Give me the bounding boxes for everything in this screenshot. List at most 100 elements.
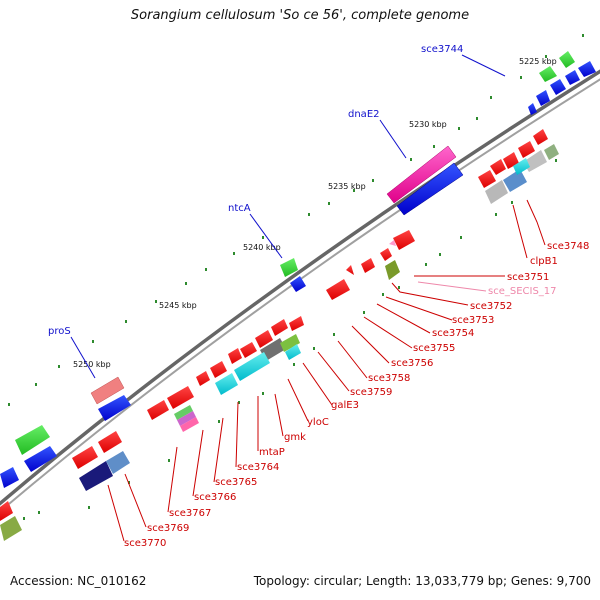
- gene-arrow: [280, 334, 300, 352]
- gene-arrow: [361, 258, 375, 273]
- gene-arrow: [72, 446, 98, 469]
- gene-label: sce3767: [169, 508, 211, 519]
- lower-gene-labels[interactable]: sce3748 clpB1 sce3751 sce_SECIS_17 sce37…: [124, 241, 589, 549]
- gene-arrow: [255, 330, 273, 348]
- gene-arrow: [518, 141, 535, 158]
- gene-arrow: [210, 361, 227, 378]
- gene-arrow: [98, 395, 131, 421]
- gene-label: ntcA: [228, 203, 251, 214]
- gene-label: sce3766: [194, 492, 236, 503]
- gene-arrow: [0, 516, 22, 541]
- kbp-tick-label: 5225 kbp: [519, 57, 557, 66]
- gene-label: mtaP: [259, 447, 285, 458]
- gene-arrow: [550, 79, 566, 95]
- gene-label: sce3756: [391, 358, 433, 369]
- gene-label: sce3748: [547, 241, 589, 252]
- gene-arrow: [24, 446, 57, 472]
- gene-arrow: [106, 451, 130, 474]
- forward-strand-genes[interactable]: [0, 51, 596, 488]
- gene-sce3751: [385, 260, 400, 280]
- gene-arrow: [180, 417, 199, 432]
- gene-arrow: [240, 342, 257, 358]
- gene-arrow: [290, 276, 306, 292]
- gene-proS: [90, 376, 125, 405]
- gene-arrow: [215, 373, 238, 395]
- gene-arrow: [0, 467, 19, 488]
- gene-arrow: [513, 158, 530, 175]
- gene-arrow: [0, 501, 13, 521]
- gene-arrow: [285, 344, 301, 360]
- gene-label: dnaE2: [348, 109, 380, 120]
- kbp-tick-label: 5240 kbp: [243, 243, 281, 252]
- gene-label: sce3759: [350, 387, 392, 398]
- gene-ntcA: [280, 258, 298, 277]
- gene-label: sce3744: [421, 44, 463, 55]
- gene-label: sce3769: [147, 523, 189, 534]
- gene-label: sce3754: [432, 328, 474, 339]
- genome-summary-text: Topology: circular; Length: 13,033,779 b…: [253, 574, 591, 588]
- gene-arrow: [533, 129, 548, 145]
- gene-arrow: [559, 51, 575, 68]
- gene-arrow: [396, 162, 464, 216]
- gene-arrow: [234, 352, 270, 381]
- gene-arrow: [380, 248, 392, 261]
- gene-label: sce3765: [215, 477, 257, 488]
- accession-text: Accession: NC_010162: [10, 574, 147, 588]
- kbp-tick-label: 5250 kbp: [73, 360, 111, 369]
- gene-arrow: [167, 386, 194, 409]
- gene-arrow: [346, 265, 354, 275]
- gene-arrow: [490, 159, 506, 175]
- gene-arrow: [196, 371, 210, 386]
- gene-arrow: [544, 144, 559, 160]
- kbp-tick-label: 5245 kbp: [159, 301, 197, 310]
- lower-label-leaders: [107, 199, 546, 542]
- gene-label: clpB1: [530, 256, 558, 267]
- gene-arrow: [578, 61, 596, 77]
- gene-arrow: [503, 152, 519, 169]
- kbp-tick-label: 5235 kbp: [328, 182, 366, 191]
- upper-gene-labels[interactable]: sce3744 dnaE2 ntcA proS: [48, 44, 463, 337]
- gene-label: sce3752: [470, 301, 512, 312]
- kbp-scale: 5225 kbp 5230 kbp 5235 kbp 5240 kbp 5245…: [73, 57, 557, 369]
- gene-arrow: [147, 400, 169, 420]
- gene-arrow: [478, 170, 496, 188]
- gene-arrow: [393, 230, 415, 250]
- gene-arrow: [260, 338, 286, 361]
- gene-arrow: [15, 425, 50, 455]
- gene-arrow: [271, 319, 288, 336]
- gene-dnaE2: [386, 145, 457, 204]
- gene-label: sce3751: [507, 272, 549, 283]
- gene-label: sce_SECIS_17: [488, 286, 557, 297]
- gene-label: galE3: [331, 400, 359, 411]
- gene-label: sce3758: [368, 373, 410, 384]
- gene-arrow: [79, 461, 113, 491]
- gene-arrow: [389, 240, 396, 246]
- gene-arrow: [528, 103, 537, 115]
- gene-label: proS: [48, 326, 71, 337]
- genome-backbone: [0, 69, 600, 513]
- gene-label: yloC: [307, 417, 329, 428]
- gene-arrow: [289, 316, 304, 331]
- gene-arrow: [174, 405, 193, 420]
- gene-label: gmk: [284, 432, 306, 443]
- reverse-strand-genes[interactable]: [0, 129, 559, 541]
- gene-label: sce3753: [452, 315, 494, 326]
- kbp-tick-label: 5230 kbp: [409, 120, 447, 129]
- map-title: Sorangium cellulosum 'So ce 56', complet…: [130, 8, 470, 23]
- gene-arrow: [503, 169, 527, 192]
- gene-arrow: [539, 66, 557, 82]
- gene-label: sce3764: [237, 462, 279, 473]
- gene-arrow: [177, 411, 196, 426]
- upper-label-leaders: [70, 54, 506, 379]
- gene-label: sce3755: [413, 343, 455, 354]
- gene-arrow: [228, 348, 242, 364]
- outer-scale-dots: [8, 34, 584, 406]
- sce-secis-leader: [417, 281, 487, 292]
- gene-sce3748: [485, 180, 508, 204]
- gene-arrow: [536, 90, 550, 106]
- gene-arrow: [98, 431, 122, 453]
- gene-label: sce3770: [124, 538, 166, 549]
- gene-arrow: [326, 279, 350, 300]
- inner-scale-dots: [23, 159, 557, 520]
